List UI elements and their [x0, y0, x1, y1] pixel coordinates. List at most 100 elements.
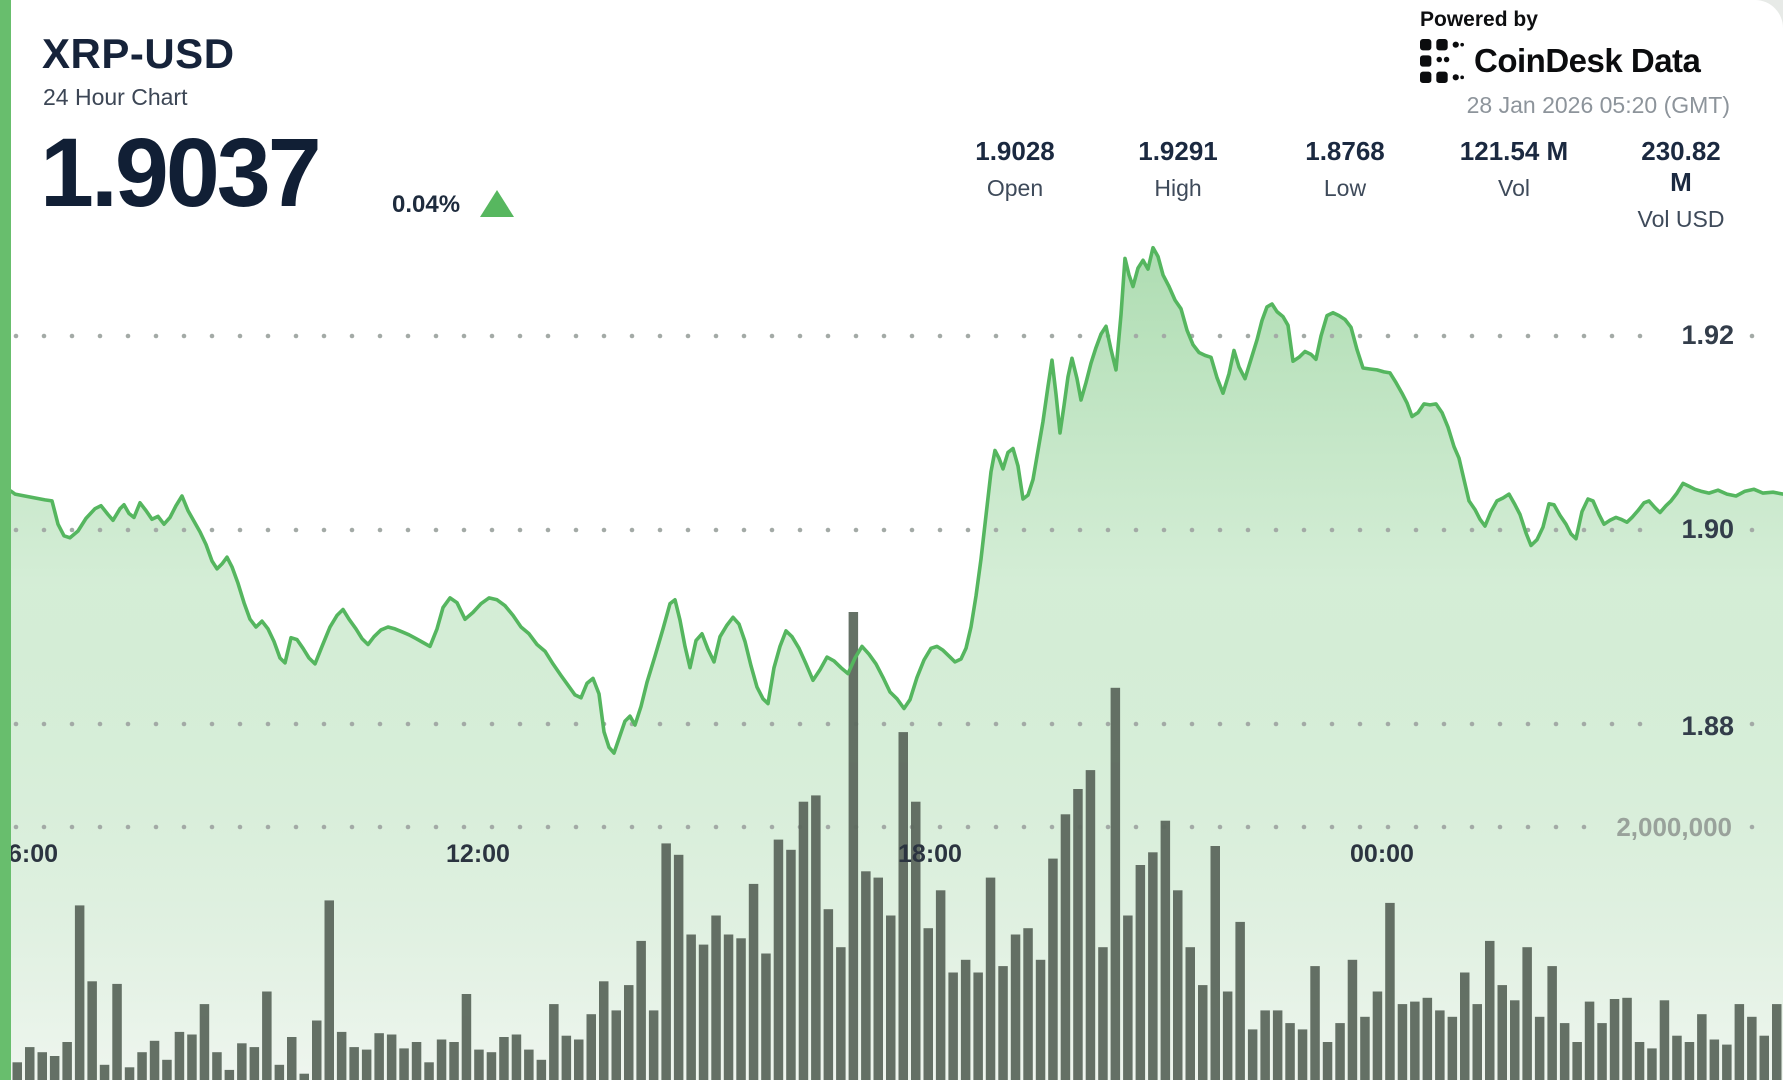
volume-bar — [74, 905, 85, 1080]
volume-bar — [973, 972, 983, 1080]
volume-bar — [324, 900, 334, 1080]
volume-bar — [1435, 1010, 1445, 1080]
volume-bar — [461, 994, 472, 1080]
x-axis-tick-0000: 00:00 — [1350, 840, 1414, 868]
volume-bar — [1747, 1016, 1757, 1080]
volume-bar — [898, 732, 908, 1080]
volume-bar — [1285, 1023, 1295, 1080]
volume-bar — [723, 934, 734, 1080]
volume-bar — [1098, 947, 1108, 1080]
volume-bar — [1559, 1023, 1570, 1080]
stat-volume: 121.54 M Vol — [1460, 136, 1568, 202]
volume-bar — [1023, 928, 1033, 1080]
volume-bar — [948, 972, 958, 1080]
volume-bar — [1759, 1035, 1769, 1080]
volume-bar — [1272, 1010, 1283, 1080]
volume-bar — [1772, 1004, 1782, 1080]
volume-bar — [1060, 814, 1071, 1080]
volume-bar — [711, 915, 721, 1080]
volume-bar — [1460, 972, 1470, 1080]
stat-volume-value: 121.54 M — [1459, 136, 1569, 166]
volume-bar — [1148, 852, 1158, 1080]
volume-bar — [174, 1031, 185, 1080]
volume-bar — [686, 934, 696, 1080]
volume-bar — [137, 1052, 147, 1080]
volume-bar — [1173, 890, 1183, 1080]
volume-bar — [648, 1010, 659, 1080]
volume-bar — [1647, 1048, 1657, 1080]
volume-bar — [1584, 1001, 1595, 1080]
volume-bar — [299, 1073, 309, 1080]
volume-bar — [62, 1042, 72, 1080]
volume-bar — [549, 1004, 559, 1080]
volume-bar — [561, 1035, 572, 1080]
symbol-title: XRP-USD — [42, 30, 235, 77]
volume-bar — [1659, 1000, 1670, 1080]
volume-bar — [149, 1040, 160, 1080]
volume-bar — [1722, 1044, 1732, 1080]
volume-bar — [1422, 997, 1433, 1080]
volume-bar — [112, 983, 122, 1080]
volume-bar — [1534, 1016, 1545, 1080]
volume-bar — [349, 1047, 359, 1080]
volume-bar — [1697, 1014, 1707, 1080]
volume-bar — [1597, 1023, 1607, 1080]
volume-bar — [748, 883, 759, 1080]
volume-bar — [1410, 1001, 1420, 1080]
volume-bar — [873, 877, 883, 1080]
volume-bar — [224, 1069, 235, 1080]
left-accent-strip — [0, 0, 11, 1080]
up-triangle-icon — [480, 190, 515, 217]
volume-bar — [262, 991, 272, 1080]
volume-bar — [449, 1042, 459, 1080]
stat-open-label: Open — [986, 175, 1044, 201]
brand-name: CoinDesk Data — [1474, 42, 1701, 79]
price-area-fill — [11, 247, 1783, 1080]
volume-bar — [836, 947, 846, 1080]
volume-bar — [249, 1047, 260, 1080]
stat-open: 1.9028 Open — [975, 136, 1055, 202]
y-axis-tick-1.90: 1.90 — [1681, 514, 1734, 544]
volume-bar — [848, 612, 859, 1080]
volume-bar — [935, 890, 946, 1080]
volume-bar — [99, 1064, 110, 1080]
volume-bar — [511, 1034, 522, 1080]
stat-volume-usd: 230.82 M Vol USD — [1630, 136, 1732, 233]
volume-bar — [1522, 947, 1532, 1080]
volume-bar — [1485, 940, 1495, 1080]
stat-high-value: 1.9291 — [1138, 136, 1218, 166]
volume-bar — [1397, 1004, 1408, 1080]
volume-bar — [374, 1033, 384, 1080]
stat-high: 1.9291 High — [1138, 136, 1218, 202]
stat-volume-label: Vol — [1498, 175, 1530, 201]
change-indicator: 0.04% — [392, 190, 515, 219]
volume-bar — [12, 1062, 22, 1080]
x-axis-tick-1800: 18:00 — [898, 840, 962, 868]
volume-bar — [1634, 1042, 1645, 1080]
stat-volume-usd-value: 230.82 M — [1641, 136, 1721, 197]
volume-bar — [1085, 770, 1096, 1080]
chart-subtitle: 24 Hour Chart — [43, 84, 188, 110]
volume-bar — [923, 928, 933, 1080]
volume-bar — [1497, 985, 1507, 1080]
volume-bar — [611, 1010, 621, 1080]
change-percent: 0.04% — [392, 191, 461, 218]
volume-bar — [187, 1034, 197, 1080]
volume-bar — [37, 1052, 47, 1080]
volume-bar — [274, 1064, 285, 1080]
volume-bar — [599, 981, 609, 1080]
volume-bar — [1447, 1016, 1458, 1080]
volume-bar — [474, 1049, 484, 1080]
volume-axis-tick: 2,000,000 — [1616, 812, 1732, 842]
volume-bar — [698, 944, 709, 1080]
volume-bar — [399, 1048, 409, 1080]
volume-bar — [199, 1004, 210, 1080]
volume-bar — [823, 909, 834, 1080]
dotted-gridline — [13, 527, 1755, 533]
stat-low-value: 1.8768 — [1305, 136, 1385, 166]
volume-bar — [1385, 902, 1395, 1080]
y-axis-tick-1.88: 1.88 — [1681, 711, 1734, 741]
volume-bar — [336, 1031, 347, 1080]
